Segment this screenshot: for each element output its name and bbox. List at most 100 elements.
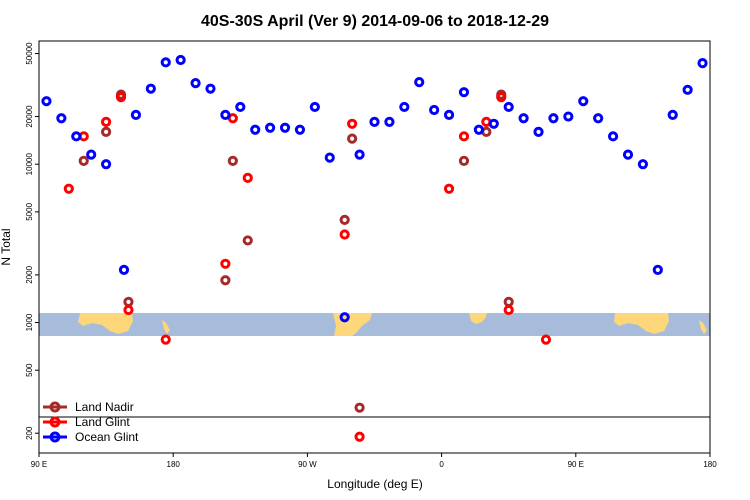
y-tick-label: 50000 xyxy=(25,42,34,65)
y-tick-label: 1000 xyxy=(25,313,34,331)
y-tick-label: 10000 xyxy=(25,153,34,176)
ocean-glint-point xyxy=(265,122,276,133)
ocean-glint-point xyxy=(682,84,693,95)
ocean-glint-point xyxy=(429,104,440,116)
land-australia-2 xyxy=(614,313,669,334)
x-tick-label: 90 E xyxy=(568,460,584,469)
land-nadir-point xyxy=(101,126,112,137)
ocean-glint-point xyxy=(190,78,201,89)
ocean-glint-point xyxy=(309,101,320,113)
ocean-glint-point xyxy=(533,126,544,137)
land-nz-2 xyxy=(699,320,707,334)
land-glint-point xyxy=(227,113,238,124)
ocean-glint-point xyxy=(578,96,589,107)
y-axis-label: N Total xyxy=(0,228,13,265)
x-axis-label: Longitude (deg E) xyxy=(327,477,422,491)
x-tick-label: 0 xyxy=(439,460,444,469)
x-tick-label: 90 E xyxy=(31,460,47,469)
land-nadir-point xyxy=(78,155,89,166)
ocean-glint-point xyxy=(324,152,335,163)
ocean-glint-point xyxy=(473,124,484,135)
ocean-glint-point xyxy=(518,113,529,124)
land-glint-point xyxy=(496,92,507,103)
ocean-glint-point xyxy=(697,58,708,69)
ocean-glint-point xyxy=(294,124,306,135)
ocean-glint-point xyxy=(563,111,574,122)
legend: Land Nadir Land Glint Ocean Glint xyxy=(43,400,139,444)
ocean-glint-point xyxy=(118,264,130,276)
land-glint-point xyxy=(220,258,231,269)
x-tick-label: 180 xyxy=(167,460,181,469)
ocean-glint-point xyxy=(607,131,619,142)
x-tick-label: 90 W xyxy=(298,460,317,469)
ocean-glint-point xyxy=(160,57,171,68)
ocean-glint-point xyxy=(71,131,82,142)
land-glint-point xyxy=(503,304,514,316)
land-glint-point xyxy=(354,431,365,442)
ocean-glint-point xyxy=(130,109,142,120)
land-glint-point xyxy=(339,229,350,240)
ocean-glint-point xyxy=(548,113,559,124)
ocean-glint-point xyxy=(101,159,112,170)
ocean-glint-point xyxy=(503,101,514,113)
legend-marker-land-glint xyxy=(49,416,61,428)
ocean-glint-point xyxy=(41,96,52,107)
ocean-glint-point xyxy=(220,109,231,120)
ocean-glint-point xyxy=(384,116,395,128)
ocean-glint-point xyxy=(250,124,261,135)
ocean-glint-point xyxy=(205,83,216,94)
land-glint-point xyxy=(115,92,127,103)
ocean-glint-point xyxy=(339,312,350,323)
land-nadir-point xyxy=(123,296,134,308)
ocean-glint-point xyxy=(369,116,380,128)
land-glint-point xyxy=(347,118,358,129)
legend-marker-ocean-glint xyxy=(49,431,61,443)
ocean-glint-point xyxy=(86,149,97,160)
land-africa xyxy=(469,313,487,324)
ocean-glint-point xyxy=(458,87,470,98)
ocean-glint-point xyxy=(145,83,156,94)
plot-frame xyxy=(38,40,711,454)
land-glint-point xyxy=(101,116,112,128)
ocean-glint-point xyxy=(279,122,291,133)
land-glint-point xyxy=(458,131,470,142)
ocean-glint-point xyxy=(235,101,246,113)
ocean-band xyxy=(39,313,710,336)
chart-title: 40S-30S April (Ver 9) 2014-09-06 to 2018… xyxy=(201,13,549,30)
y-tick-label: 20000 xyxy=(25,105,34,128)
land-glint-point xyxy=(160,334,171,345)
x-tick-label: 180 xyxy=(703,460,717,469)
land-glint-point xyxy=(123,304,134,316)
land-nadir-point xyxy=(242,235,253,246)
ocean-glint-point xyxy=(56,113,67,124)
ocean-glint-point xyxy=(414,77,425,88)
ocean-glint-point xyxy=(488,118,499,129)
y-tick-label: 200 xyxy=(25,426,34,440)
land-nadir-point xyxy=(339,214,350,225)
legend-label-land-nadir: Land Nadir xyxy=(75,400,134,414)
land-nadir-point xyxy=(347,133,358,144)
legend-label-ocean-glint: Ocean Glint xyxy=(75,430,139,444)
y-tick-label: 500 xyxy=(25,363,34,377)
ocean-glint-point xyxy=(593,113,604,124)
ocean-glint-point xyxy=(652,264,663,276)
land-nadir-point xyxy=(458,155,470,166)
land-nadir-point xyxy=(220,275,231,286)
land-australia-1 xyxy=(78,313,133,334)
ocean-glint-point xyxy=(443,109,455,120)
y-tick-label: 2000 xyxy=(25,265,34,283)
land-nadir-point xyxy=(503,296,514,308)
axis-ticks: 90 E 180 90 W 0 90 E 180 200 500 1000 2000 5000 100… xyxy=(25,42,717,469)
ocean-glint-point xyxy=(622,149,634,160)
ocean-glint-point xyxy=(175,54,186,66)
land-nadir-point xyxy=(227,155,238,166)
map-strip xyxy=(39,313,710,336)
land-glint-point xyxy=(63,183,74,194)
land-glint-point xyxy=(242,172,253,183)
legend-marker-land-nadir xyxy=(49,401,61,413)
data-points xyxy=(41,54,708,442)
land-nadir-point xyxy=(354,402,365,413)
y-tick-label: 5000 xyxy=(25,202,34,220)
ocean-glint-point xyxy=(354,149,365,160)
